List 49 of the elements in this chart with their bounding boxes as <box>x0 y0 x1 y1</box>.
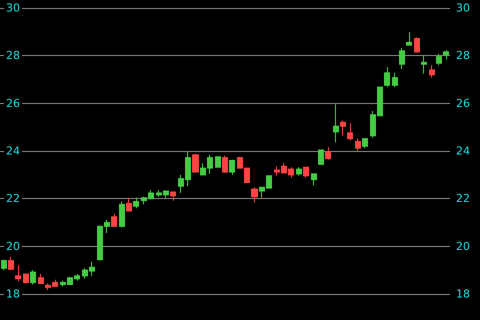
candlestick <box>8 256 14 271</box>
candlestick <box>311 173 317 186</box>
candlestick <box>429 64 435 78</box>
candlestick <box>119 201 125 228</box>
candlestick <box>133 197 139 209</box>
candlestick <box>414 37 420 54</box>
candlestick <box>325 146 331 160</box>
candlestick <box>23 273 29 284</box>
y2-tick-label: 22 <box>456 192 470 206</box>
candlestick <box>384 66 390 88</box>
y2-tick-label: 26 <box>456 96 470 110</box>
candlestick <box>355 138 361 152</box>
y-tick-label: 30 <box>6 2 20 14</box>
candlestick <box>222 155 228 174</box>
candlestick <box>347 122 353 142</box>
y-tick-label: 28 <box>6 49 20 62</box>
y-tick-label: 26 <box>6 96 20 110</box>
y-tick-label: 22 <box>6 192 20 206</box>
candlestick <box>340 120 346 136</box>
y2-tick-label: 20 <box>456 240 470 253</box>
candlestick <box>170 191 176 202</box>
candlestick <box>1 259 7 271</box>
candlestick <box>215 156 221 168</box>
y2-tick-label: 18 <box>456 288 470 300</box>
candlestick <box>443 49 449 60</box>
candlestick <box>333 104 339 143</box>
y2-tick-label: 28 <box>456 49 470 62</box>
candlestick <box>406 31 412 46</box>
candlestick <box>229 159 235 176</box>
y2-tick-label: 24 <box>456 144 470 158</box>
candlestick <box>15 264 21 282</box>
y2-tick-label: 30 <box>456 2 470 14</box>
candlestick <box>126 197 132 212</box>
candlestick <box>399 48 405 70</box>
y-tick-label: 24 <box>6 144 20 158</box>
candlestick <box>421 55 427 74</box>
candlestick <box>436 53 442 66</box>
candlestick <box>303 166 309 178</box>
candlestick <box>296 166 302 176</box>
y-tick-label: 18 <box>6 288 20 300</box>
candlestick <box>111 213 117 227</box>
candlestick <box>318 150 324 165</box>
candlestick <box>392 72 398 88</box>
y-tick-label: 20 <box>6 240 20 253</box>
candlestick <box>251 186 258 203</box>
candlestick <box>30 270 36 285</box>
candlestick <box>192 153 199 172</box>
candlestick <box>38 273 44 284</box>
candlestick <box>362 138 368 149</box>
